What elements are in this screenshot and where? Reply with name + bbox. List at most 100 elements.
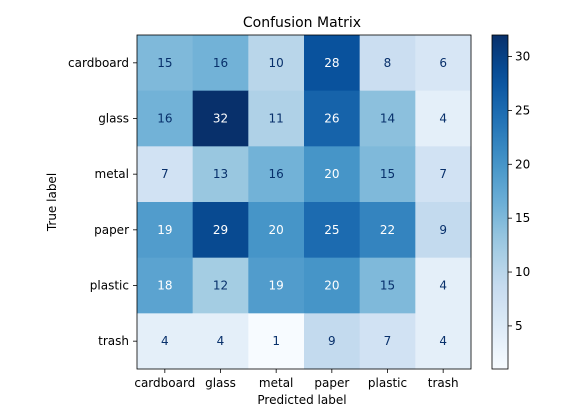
y-tick-label: trash — [98, 334, 129, 348]
cell-value-label: 16 — [157, 112, 172, 126]
cell-value-label: 11 — [269, 112, 284, 126]
heatmap-cell-0-3 — [304, 35, 361, 92]
heatmap-cell-2-5 — [415, 146, 472, 203]
cell-value-label: 29 — [213, 223, 228, 237]
heatmap-cell-1-1 — [192, 90, 249, 147]
cell-value-label: 10 — [269, 56, 284, 70]
heatmap-cell-0-1 — [192, 35, 249, 92]
heatmap-cell-2-0 — [137, 146, 194, 203]
cell-value-label: 25 — [324, 223, 339, 237]
cell-value-label: 7 — [439, 167, 447, 181]
heatmap-cell-3-5 — [415, 202, 472, 259]
x-tick-label: glass — [205, 376, 236, 390]
colorbar-tick-label: 25 — [515, 103, 530, 117]
heatmap-cell-2-4 — [359, 146, 416, 203]
heatmap-cell-4-5 — [415, 257, 472, 314]
heatmap-cell-5-0 — [137, 313, 194, 370]
cell-value-label: 12 — [213, 279, 228, 293]
x-tick-label: cardboard — [134, 376, 195, 390]
plot-frame — [136, 34, 472, 370]
heatmap-cell-5-4 — [359, 313, 416, 370]
cell-value-label: 18 — [157, 279, 172, 293]
x-tick-label: trash — [428, 376, 459, 390]
cell-value-label: 16 — [269, 167, 284, 181]
cell-value-label: 32 — [213, 112, 228, 126]
y-axis-ticks: cardboard glass metal paper plastic trash — [68, 56, 137, 348]
colorbar-tick-label: 20 — [515, 157, 530, 171]
y-axis-label: True label — [45, 173, 59, 232]
heatmap-cell-3-1 — [192, 202, 249, 259]
x-axis-label: Predicted label — [257, 393, 346, 407]
cell-value-label: 20 — [269, 223, 284, 237]
heatmap-cell-2-3 — [304, 146, 361, 203]
colorbar-tick-label: 30 — [515, 50, 530, 64]
cell-value-label: 9 — [439, 223, 447, 237]
cell-value-label: 15 — [380, 279, 395, 293]
heatmap-cell-0-0 — [137, 35, 194, 92]
heatmap-cell-3-2 — [248, 202, 305, 259]
cell-value-label: 4 — [439, 112, 447, 126]
heatmap-cell-3-4 — [359, 202, 416, 259]
cell-value-label: 4 — [439, 334, 447, 348]
x-tick-label: paper — [314, 376, 349, 390]
colorbar-tick-label: 10 — [515, 265, 530, 279]
heatmap-cell-5-3 — [304, 313, 361, 370]
heatmap-cells: 15 16 10 28 8 616 32 11 26 14 47 13 16 20 15 719 29 20 25 2… — [136, 34, 472, 370]
y-tick-label: paper — [94, 223, 129, 237]
heatmap-cell-5-5 — [415, 313, 472, 370]
heatmap-cell-5-1 — [192, 313, 249, 370]
x-tick-label: plastic — [368, 376, 407, 390]
cell-value-label: 4 — [161, 334, 169, 348]
colorbar-gradient — [491, 34, 509, 370]
cell-value-label: 28 — [324, 56, 339, 70]
y-tick-label: metal — [95, 167, 129, 181]
heatmap-cell-2-1 — [192, 146, 249, 203]
colorbar: 5 10 15 20 25 30 — [491, 34, 530, 370]
x-tick-label: metal — [259, 376, 293, 390]
heatmap-cell-3-3 — [304, 202, 361, 259]
cell-value-label: 7 — [384, 334, 392, 348]
cell-value-label: 4 — [217, 334, 225, 348]
cell-value-label: 8 — [384, 56, 392, 70]
heatmap-cell-1-0 — [137, 90, 194, 147]
heatmap-cell-0-4 — [359, 35, 416, 92]
x-axis-ticks: cardboard glass metal paper plastic trash — [134, 369, 459, 390]
heatmap-cell-4-0 — [137, 257, 194, 314]
cell-value-label: 7 — [161, 167, 169, 181]
chart-title: Confusion Matrix — [243, 15, 361, 31]
cell-value-label: 15 — [157, 56, 172, 70]
heatmap-cell-1-5 — [415, 90, 472, 147]
cell-value-label: 22 — [380, 223, 395, 237]
cell-value-label: 13 — [213, 167, 228, 181]
cell-value-label: 19 — [157, 223, 172, 237]
heatmap-cell-4-2 — [248, 257, 305, 314]
heatmap-cell-1-4 — [359, 90, 416, 147]
y-tick-label: glass — [98, 112, 129, 126]
cell-value-label: 9 — [328, 334, 336, 348]
y-tick-label: cardboard — [68, 56, 129, 70]
cell-value-label: 19 — [269, 279, 284, 293]
heatmap-cell-3-0 — [137, 202, 194, 259]
cell-value-label: 14 — [380, 112, 395, 126]
cell-value-label: 6 — [439, 56, 447, 70]
cell-value-label: 4 — [439, 279, 447, 293]
cell-value-label: 20 — [324, 279, 339, 293]
heatmap-cell-4-4 — [359, 257, 416, 314]
heatmap-cell-1-3 — [304, 90, 361, 147]
cell-value-label: 26 — [324, 112, 339, 126]
colorbar-tick-label: 15 — [515, 211, 530, 225]
heatmap-cell-0-5 — [415, 35, 472, 92]
cell-value-label: 20 — [324, 167, 339, 181]
heatmap-cell-1-2 — [248, 90, 305, 147]
heatmap-cell-4-1 — [192, 257, 249, 314]
cell-value-label: 1 — [272, 334, 280, 348]
heatmap-cell-5-2 — [248, 313, 305, 370]
colorbar-tick-label: 5 — [515, 319, 523, 333]
y-tick-label: plastic — [90, 279, 129, 293]
heatmap-cell-4-3 — [304, 257, 361, 314]
heatmap-cell-0-2 — [248, 35, 305, 92]
cell-value-label: 16 — [213, 56, 228, 70]
cell-value-label: 15 — [380, 167, 395, 181]
heatmap-cell-2-2 — [248, 146, 305, 203]
